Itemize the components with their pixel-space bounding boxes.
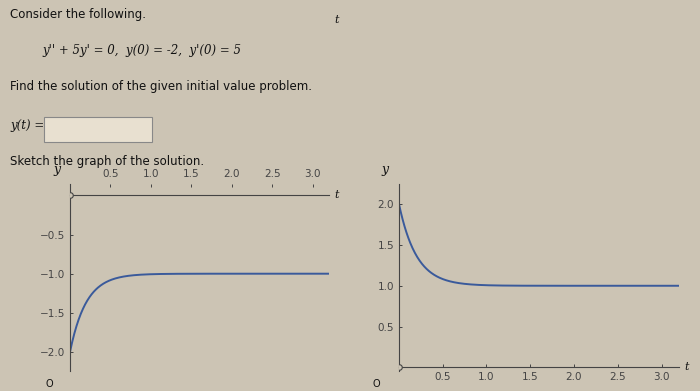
- Text: y: y: [382, 163, 388, 176]
- Text: y'' + 5y' = 0,  y(0) = -2,  y'(0) = 5: y'' + 5y' = 0, y(0) = -2, y'(0) = 5: [42, 44, 241, 57]
- Text: t: t: [334, 190, 339, 201]
- FancyBboxPatch shape: [43, 117, 153, 142]
- Text: y: y: [53, 163, 61, 176]
- Text: O: O: [373, 379, 380, 389]
- Text: Find the solution of the given initial value problem.: Find the solution of the given initial v…: [10, 80, 312, 93]
- Text: Sketch the graph of the solution.: Sketch the graph of the solution.: [10, 155, 204, 168]
- Text: t: t: [685, 362, 689, 372]
- Text: y(t) =: y(t) =: [10, 119, 45, 132]
- Text: Consider the following.: Consider the following.: [10, 8, 146, 21]
- Text: O: O: [46, 379, 53, 389]
- Text: t: t: [334, 14, 339, 25]
